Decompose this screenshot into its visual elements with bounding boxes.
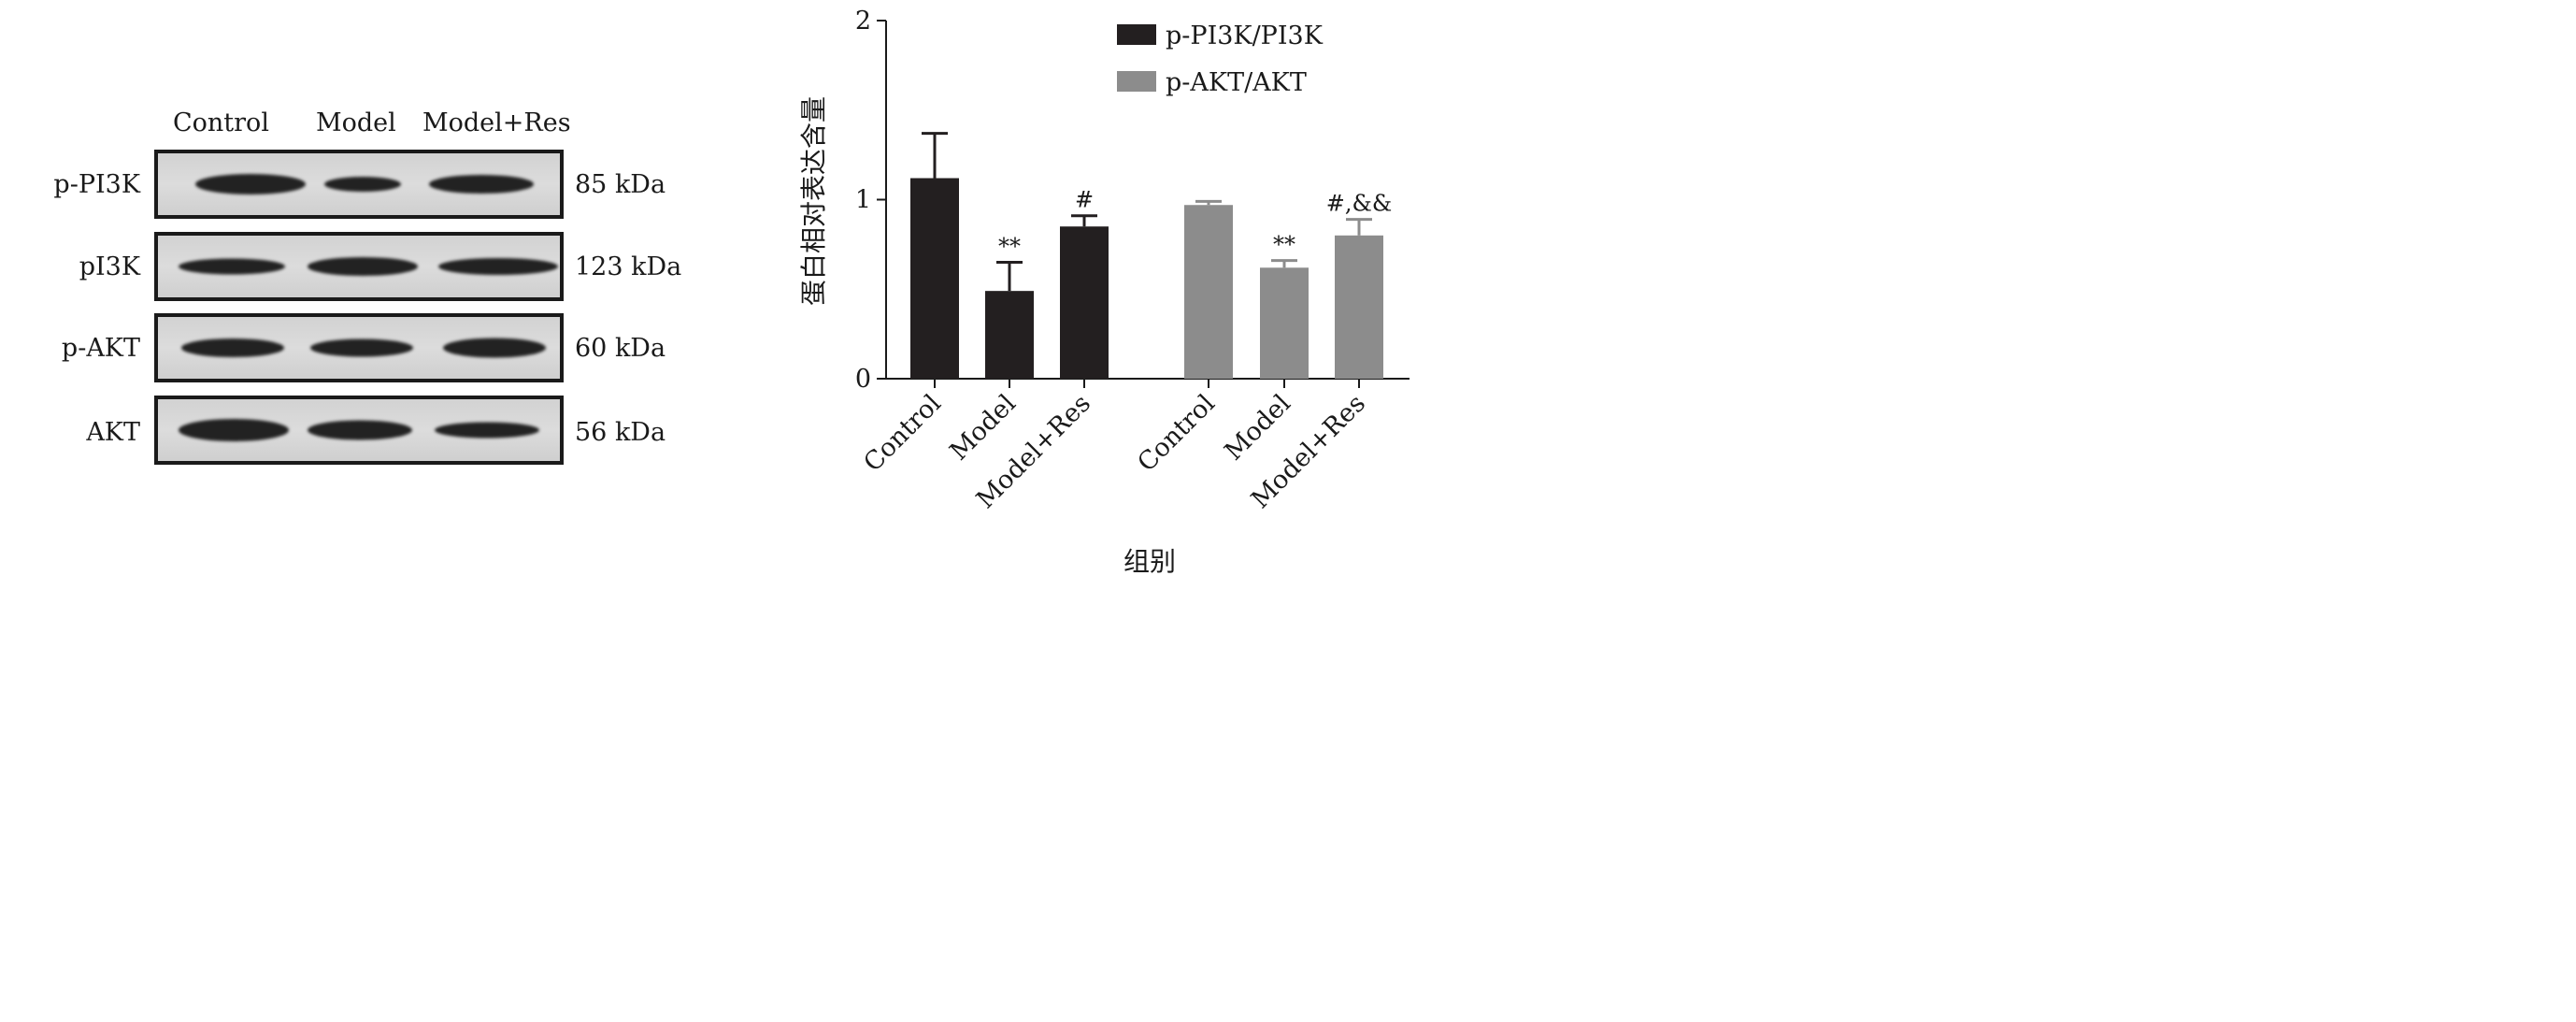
kda-label-pi3k: 123 kDa: [575, 252, 682, 281]
x-tick-label: Control: [1132, 389, 1221, 478]
significance-label: #: [1075, 187, 1094, 213]
band: [443, 338, 546, 358]
y-axis-label: 蛋白相对表达含量: [798, 96, 829, 306]
row-label-pi3k: pI3K: [79, 252, 140, 281]
significance-label: #,&&: [1326, 191, 1392, 217]
band: [179, 258, 285, 275]
row-label-p-akt: p-AKT: [61, 334, 140, 363]
blot-strip-akt: [154, 396, 564, 465]
blot-strip-pi3k: [154, 232, 564, 301]
band: [308, 420, 412, 440]
lane-label-model-res: Model+Res: [422, 108, 571, 137]
kda-label-p-pi3k: 85 kDa: [575, 170, 666, 199]
x-axis-label: 组别: [1123, 546, 1176, 577]
row-label-p-pi3k: p-PI3K: [53, 170, 140, 199]
band: [324, 177, 401, 192]
band: [435, 422, 539, 439]
band: [181, 338, 284, 357]
bar-chart: 012蛋白相对表达含量组别ControlModel**Model+Res#Con…: [798, 7, 1410, 577]
lane-label-model: Model: [316, 108, 396, 137]
row-label-akt: AKT: [86, 418, 140, 447]
band: [429, 175, 534, 194]
bar: [1260, 267, 1309, 379]
bar-chart-panel: 0 1 2 蛋白相对表达含量 组别 Control Model ** Model+Res # Con…: [710, 0, 1457, 580]
legend-swatch: [1117, 24, 1156, 45]
blot-strip-p-pi3k: [154, 150, 564, 219]
western-blot-panel: Control Model Model+Res p-PI3K pI3K p-AK…: [0, 0, 710, 580]
bar: [1060, 226, 1109, 379]
blot-strip-p-akt: [154, 313, 564, 382]
legend-swatch: [1117, 71, 1156, 92]
band: [438, 258, 558, 275]
band: [179, 419, 289, 441]
y-tick-label: 2: [855, 7, 871, 36]
kda-label-akt: 56 kDa: [575, 418, 666, 447]
bar: [1335, 235, 1383, 379]
kda-label-p-akt: 60 kDa: [575, 334, 666, 363]
bar: [910, 178, 959, 379]
legend-label: p-PI3K/PI3K: [1166, 22, 1324, 50]
y-tick-label: 1: [855, 186, 871, 215]
legend-label: p-AKT/AKT: [1166, 68, 1307, 97]
significance-label: **: [1273, 232, 1295, 258]
band: [308, 257, 418, 276]
y-tick-label: 0: [855, 365, 871, 394]
lane-label-control: Control: [173, 108, 269, 137]
bar: [985, 291, 1034, 379]
significance-label: **: [998, 234, 1021, 260]
bar: [1184, 205, 1233, 379]
band: [195, 174, 306, 194]
x-tick-label: Control: [858, 389, 947, 478]
band: [310, 338, 413, 357]
